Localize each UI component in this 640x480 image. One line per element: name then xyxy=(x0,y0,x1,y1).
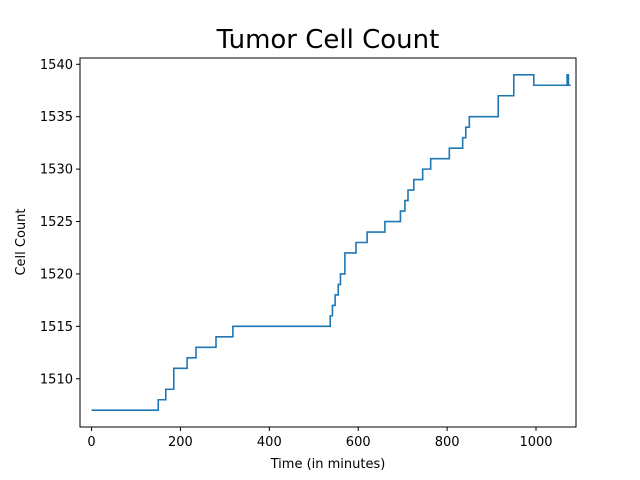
y-tick-label: 1540 xyxy=(40,58,73,73)
plot-frame xyxy=(79,57,577,428)
y-tick-label: 1530 xyxy=(40,163,73,178)
y-tick-label: 1520 xyxy=(40,267,73,282)
x-tick-label: 600 xyxy=(346,435,371,450)
x-tick-label: 0 xyxy=(87,435,95,450)
series-layer xyxy=(91,73,571,412)
chart-title: Tumor Cell Count xyxy=(216,25,440,55)
y-tick-label: 1535 xyxy=(40,110,73,125)
x-tick-label: 800 xyxy=(435,435,460,450)
y-tick-label: 1525 xyxy=(40,215,73,230)
y-tick-label: 1510 xyxy=(40,372,73,387)
x-tick-label: 400 xyxy=(257,435,282,450)
plot-area xyxy=(80,58,576,427)
y-axis-ticks: 1510 1515 1520 1525 1530 1535 1540 xyxy=(40,58,80,387)
x-axis-label: Time (in minutes) xyxy=(270,457,386,472)
x-tick-label: 200 xyxy=(168,435,193,450)
x-axis-ticks: 0 200 400 600 800 1000 xyxy=(87,427,553,450)
x-tick-label: 1000 xyxy=(519,435,552,450)
y-axis-label: Cell Count xyxy=(14,208,29,275)
series-line-0 xyxy=(91,73,571,412)
y-tick-label: 1515 xyxy=(40,320,73,335)
